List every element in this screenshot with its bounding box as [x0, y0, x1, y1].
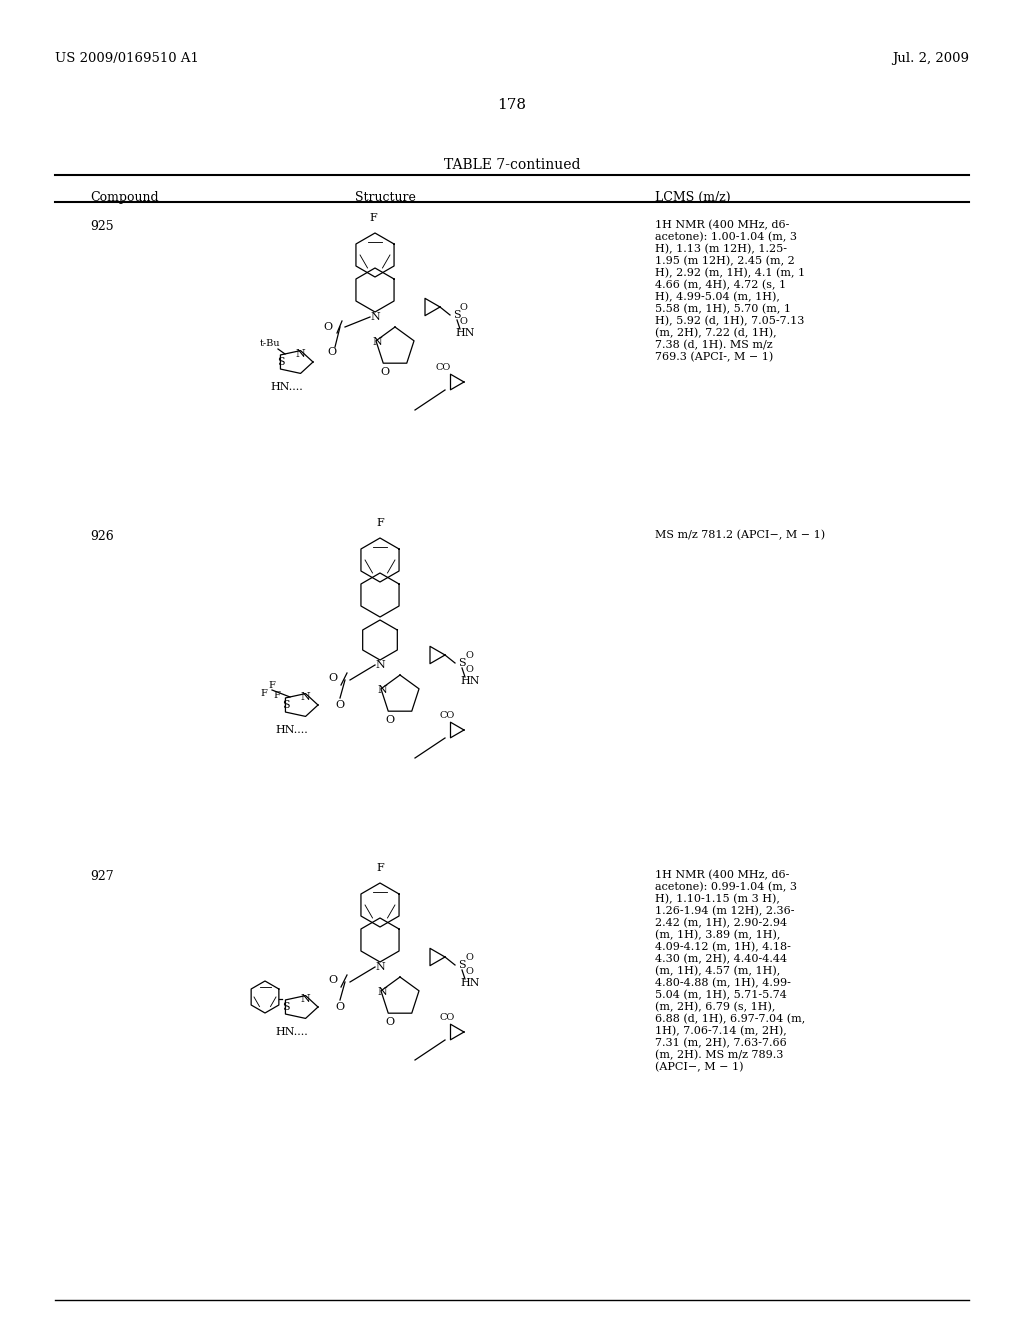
Text: CO: CO	[440, 1012, 456, 1022]
Text: S: S	[458, 960, 466, 970]
Text: MS m/z 781.2 (APCI−, M − 1): MS m/z 781.2 (APCI−, M − 1)	[655, 531, 825, 540]
Text: CO: CO	[440, 710, 456, 719]
Text: F: F	[268, 681, 275, 689]
Text: Structure: Structure	[355, 191, 416, 205]
Text: HN....: HN....	[270, 381, 303, 392]
Text: S: S	[453, 310, 461, 319]
Text: O: O	[385, 715, 394, 725]
Text: Jul. 2, 2009: Jul. 2, 2009	[892, 51, 969, 65]
Text: 925: 925	[90, 220, 114, 234]
Text: O: O	[385, 1016, 394, 1027]
Text: HN: HN	[460, 676, 479, 686]
Text: O: O	[465, 968, 473, 977]
Text: 1H NMR (400 MHz, d6-
acetone): 1.00-1.04 (m, 3
H), 1.13 (m 12H), 1.25-
1.95 (m 1: 1H NMR (400 MHz, d6- acetone): 1.00-1.04…	[655, 220, 805, 363]
Text: N: N	[370, 312, 380, 322]
Text: F: F	[369, 213, 377, 223]
Text: N: N	[300, 994, 310, 1005]
Text: HN....: HN....	[275, 1027, 308, 1038]
Text: F: F	[376, 863, 384, 873]
Text: 926: 926	[90, 531, 114, 543]
Text: N: N	[375, 962, 385, 972]
Text: O: O	[328, 347, 337, 356]
Text: N: N	[377, 685, 387, 696]
Text: O: O	[329, 975, 338, 985]
Text: N: N	[295, 348, 305, 359]
Text: O: O	[465, 665, 473, 675]
Text: O: O	[324, 322, 333, 333]
Text: Compound: Compound	[90, 191, 159, 205]
Text: t-Bu: t-Bu	[260, 339, 281, 348]
Text: O: O	[465, 953, 473, 962]
Text: CO: CO	[435, 363, 451, 371]
Text: O: O	[381, 367, 389, 378]
Text: S: S	[278, 356, 285, 367]
Text: HN: HN	[455, 327, 474, 338]
Text: LCMS (m/z): LCMS (m/z)	[655, 191, 731, 205]
Text: O: O	[329, 673, 338, 682]
Text: 927: 927	[90, 870, 114, 883]
Text: O: O	[336, 700, 344, 710]
Text: O: O	[460, 304, 468, 313]
Text: F: F	[376, 517, 384, 528]
Text: 1H NMR (400 MHz, d6-
acetone): 0.99-1.04 (m, 3
H), 1.10-1.15 (m 3 H),
1.26-1.94 : 1H NMR (400 MHz, d6- acetone): 0.99-1.04…	[655, 870, 805, 1073]
Text: N: N	[300, 692, 310, 702]
Text: O: O	[460, 318, 468, 326]
Text: S: S	[283, 1002, 290, 1012]
Text: F: F	[260, 689, 267, 697]
Text: N: N	[372, 337, 382, 347]
Text: US 2009/0169510 A1: US 2009/0169510 A1	[55, 51, 199, 65]
Text: N: N	[377, 987, 387, 997]
Text: F: F	[273, 690, 281, 700]
Text: HN....: HN....	[275, 725, 308, 735]
Text: N: N	[375, 660, 385, 671]
Text: O: O	[465, 652, 473, 660]
Text: S: S	[283, 700, 290, 710]
Text: S: S	[458, 657, 466, 668]
Text: HN: HN	[460, 978, 479, 987]
Text: 178: 178	[498, 98, 526, 112]
Text: TABLE 7-continued: TABLE 7-continued	[443, 158, 581, 172]
Text: O: O	[336, 1002, 344, 1012]
